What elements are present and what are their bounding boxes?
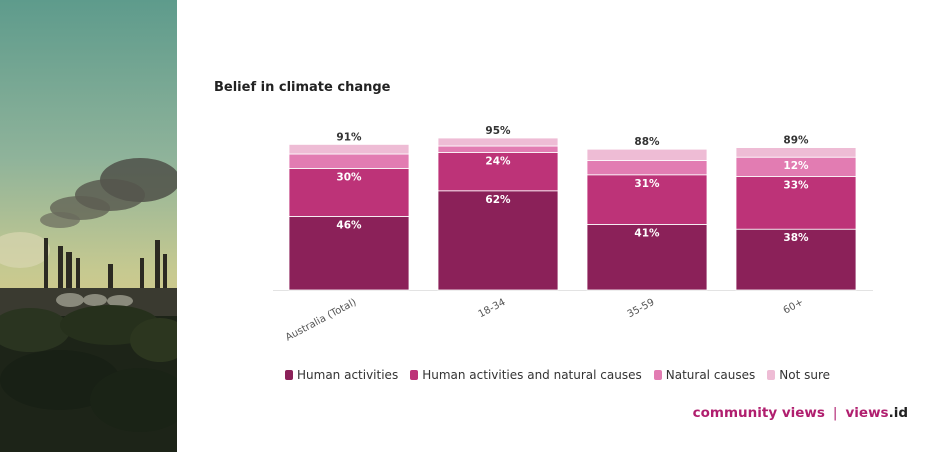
bar-segment [437,152,559,192]
legend-swatch-natural-causes [653,370,662,380]
category-tick-label: 35-59 [626,297,657,320]
stacked-bar-chart: 46% 30% 91% Australia (Total) 62% 24% 95% 18-34… [273,125,873,344]
bar-segment [437,190,559,291]
legend-swatch-not-sure [767,370,776,380]
data-label: 38% [783,232,809,244]
brand-community-views: community views [692,405,825,421]
brand-logo: community views | views.id [693,405,908,421]
bar-segment [735,147,857,158]
total-label: 91% [336,131,362,143]
legend-label: Not sure [779,368,831,382]
legend-swatch-both [410,370,419,380]
brand-id: .id [888,405,908,421]
data-label: 12% [783,160,809,172]
industrial-chimney-photo [0,0,177,452]
category-tick-label: Australia (Total) [284,297,359,344]
legend-label: Human activities and natural causes [422,368,642,382]
bar-segment [586,148,708,161]
data-label: 30% [336,171,362,183]
bar-segment [288,216,410,291]
bar-segment [586,174,708,225]
category-tick-label: 18-34 [477,297,508,320]
bar-segment [735,176,857,230]
bar-segment [288,144,410,155]
brand-views: views [845,405,889,421]
bar-segment [437,145,559,153]
legend-label: Human activities [297,368,399,382]
bar-segment [288,168,410,217]
data-label: 62% [485,194,511,206]
chart-title: Belief in climate change [214,80,391,95]
data-label: 24% [485,155,511,167]
data-label: 31% [634,178,660,190]
total-label: 88% [634,136,660,148]
legend-swatch-human-activities [285,370,293,380]
legend-item-not-sure: Not sure [767,368,830,382]
bar-segment [586,160,708,176]
bar-segment [735,228,857,291]
data-label: 33% [783,179,809,191]
bar-segment [437,137,559,147]
legend-label: Natural causes [665,368,756,382]
legend-item-human-activities: Human activities [285,368,398,382]
total-label: 89% [783,135,809,147]
category-tick-label: 60+ [782,297,806,317]
bar-segment [288,153,410,169]
data-label: 41% [634,227,660,239]
chart-legend: Human activities Human activities and na… [285,368,830,382]
brand-separator: | [832,405,838,421]
legend-item-natural-causes: Natural causes [653,368,756,382]
total-label: 95% [485,125,511,137]
data-label: 46% [336,219,362,231]
legend-item-both: Human activities and natural causes [410,368,642,382]
